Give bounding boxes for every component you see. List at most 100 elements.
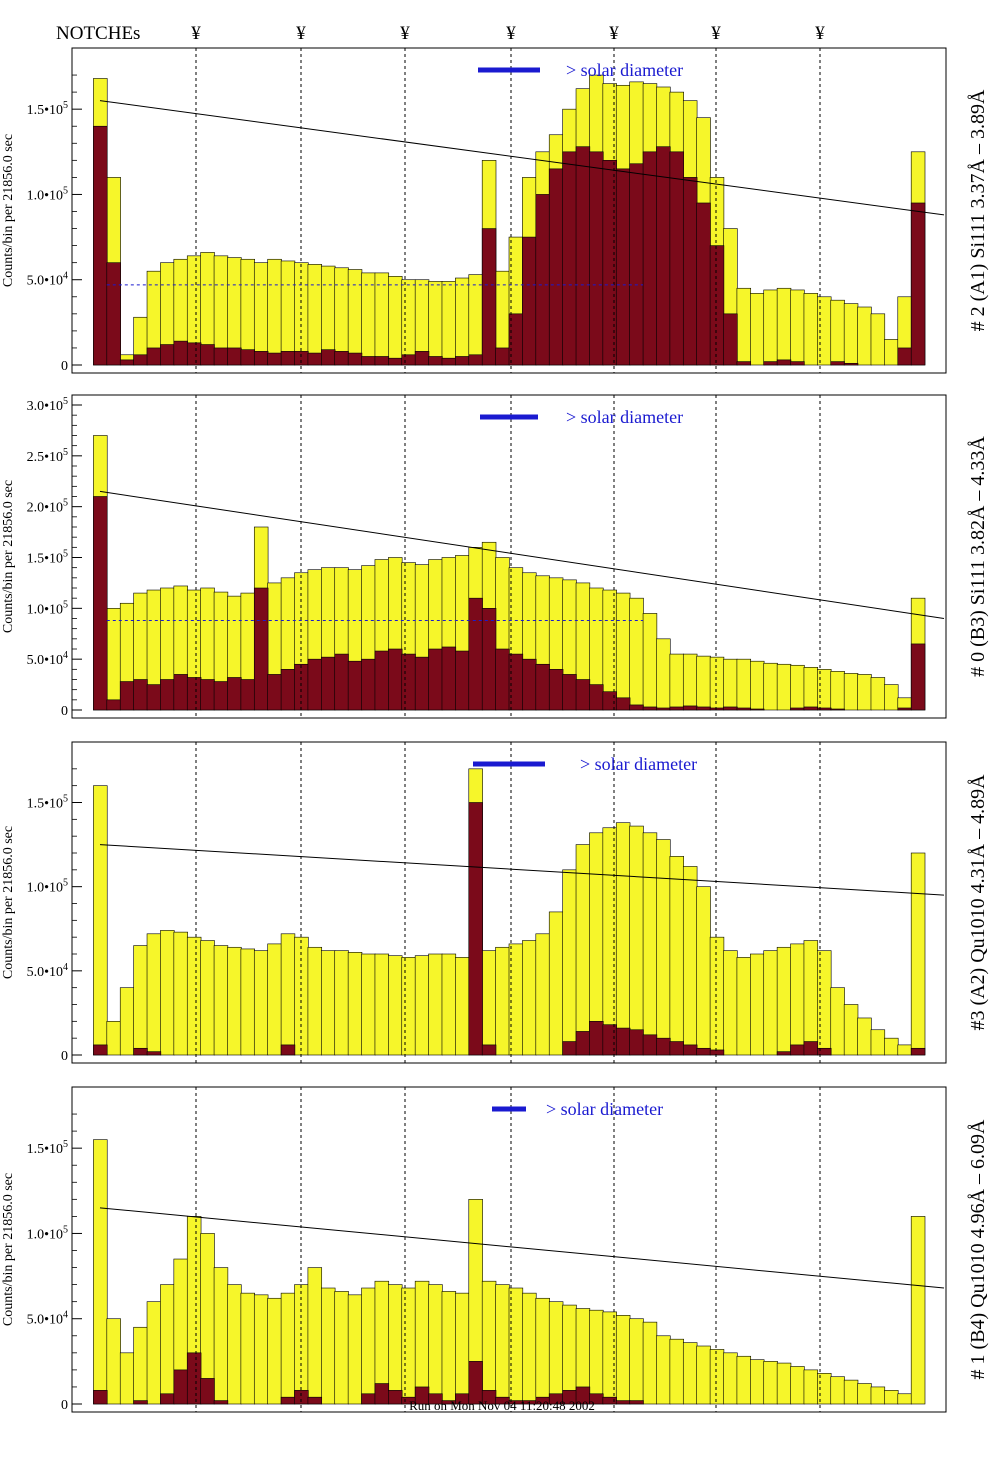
histogram-bar	[897, 1044, 912, 1056]
histogram-bar	[455, 277, 470, 366]
histogram-bar	[401, 354, 416, 366]
histogram-bar	[830, 671, 845, 711]
histogram-bar	[119, 987, 135, 1056]
histogram-bar	[280, 260, 296, 366]
histogram-bar	[253, 587, 269, 711]
panel-title: # 0 (B3) Si111 3.82Å – 4.33Å	[967, 436, 989, 677]
histogram-bar	[388, 955, 403, 1056]
histogram-bar	[468, 274, 483, 366]
histogram-bar	[548, 168, 564, 366]
y-tick-label: 5.0•104	[27, 271, 68, 289]
histogram-bar	[723, 313, 738, 366]
y-tick-label: 1.0•105	[27, 599, 68, 617]
histogram-bar	[776, 287, 792, 366]
histogram-bar	[388, 357, 403, 366]
histogram-bar	[481, 950, 497, 1056]
histogram-bar	[240, 1292, 255, 1405]
histogram-bar	[589, 1309, 604, 1405]
histogram-bar	[910, 1216, 926, 1405]
histogram-bar	[468, 802, 483, 1056]
histogram-bar	[388, 648, 403, 711]
histogram-bar	[93, 1139, 108, 1405]
y-tick-label: 2.0•105	[27, 498, 68, 516]
histogram-bar	[522, 658, 537, 711]
histogram-bar	[428, 281, 443, 366]
histogram-bar	[160, 930, 175, 1056]
histogram-bar	[441, 281, 457, 366]
histogram-bar	[441, 357, 457, 366]
histogram-bar	[401, 957, 416, 1056]
histogram-bar	[642, 613, 658, 711]
series-maroon	[93, 496, 926, 711]
histogram-bar	[615, 592, 631, 711]
histogram-bar	[656, 839, 671, 1056]
panel-title: # 1 (B4) Qu1010 4.96Å – 6.09Å	[967, 1119, 989, 1380]
y-tick-label: 1.5•105	[27, 549, 68, 567]
histogram-bar	[240, 679, 255, 711]
histogram-bar	[495, 946, 510, 1056]
histogram-bar	[535, 194, 550, 366]
histogram-bar	[361, 953, 376, 1056]
histogram-bar	[508, 313, 524, 366]
histogram-bar	[253, 1294, 269, 1405]
histogram-bar	[481, 228, 497, 366]
histogram-bar	[669, 856, 684, 1056]
histogram-bar	[321, 656, 336, 711]
histogram-bar	[575, 1031, 591, 1056]
histogram-bar	[656, 1037, 671, 1056]
series-maroon	[93, 125, 926, 366]
histogram-bar	[790, 943, 805, 1056]
histogram-bar	[562, 1304, 577, 1405]
histogram-bar	[213, 1267, 229, 1405]
histogram-bar	[830, 361, 845, 366]
y-tick-label: 1.5•105	[27, 1139, 68, 1157]
y-tick-label: 5.0•104	[27, 650, 68, 668]
histogram-bar	[374, 356, 390, 366]
histogram-bar	[535, 933, 550, 1056]
histogram-bar	[160, 1284, 175, 1405]
histogram-bar	[790, 707, 805, 711]
solar-diameter-label: > solar diameter	[580, 754, 697, 774]
histogram-bar	[763, 950, 778, 1056]
histogram-bar	[709, 245, 725, 366]
histogram-bar	[200, 940, 215, 1056]
histogram-bar	[522, 940, 537, 1056]
y-tick-label: 0	[61, 1398, 68, 1413]
histogram-bar	[280, 1044, 296, 1056]
histogram-bar	[803, 293, 819, 366]
histogram-bar	[481, 1044, 497, 1056]
histogram-bar	[575, 844, 591, 1056]
histogram-bar	[374, 953, 390, 1056]
histogram-bar	[294, 1284, 309, 1405]
histogram-bar	[186, 936, 202, 1056]
histogram-bar	[213, 681, 229, 711]
histogram-bar	[629, 704, 644, 711]
panel-title: #3 (A2) Qu1010 4.31Å – 4.89Å	[967, 774, 989, 1031]
histogram-bar	[750, 660, 765, 711]
histogram-bar	[93, 1390, 108, 1405]
histogram-bar	[307, 352, 323, 366]
histogram-bar	[173, 931, 188, 1056]
histogram-bar	[669, 1041, 684, 1056]
histogram-bar	[441, 1291, 457, 1405]
histogram-bar	[897, 707, 912, 711]
histogram-bar	[267, 943, 282, 1056]
histogram-bar	[589, 684, 604, 711]
histogram-bar	[253, 351, 269, 366]
y-tick-label: 0	[61, 1049, 68, 1064]
histogram-bar	[186, 342, 202, 366]
series-yellow	[93, 1139, 926, 1405]
histogram-bar	[750, 953, 765, 1056]
histogram-bar	[602, 691, 617, 711]
histogram-bar	[522, 1292, 537, 1405]
histogram-bar	[562, 1041, 577, 1056]
histogram-bar	[910, 202, 926, 366]
histogram-bar	[468, 354, 483, 366]
histogram-bar	[642, 832, 658, 1056]
histogram-bar	[790, 289, 805, 366]
histogram-bar	[388, 276, 403, 366]
y-tick-label: 0	[61, 704, 68, 719]
histogram-bar	[602, 1311, 617, 1405]
y-tick-label: 1.5•105	[27, 794, 68, 812]
